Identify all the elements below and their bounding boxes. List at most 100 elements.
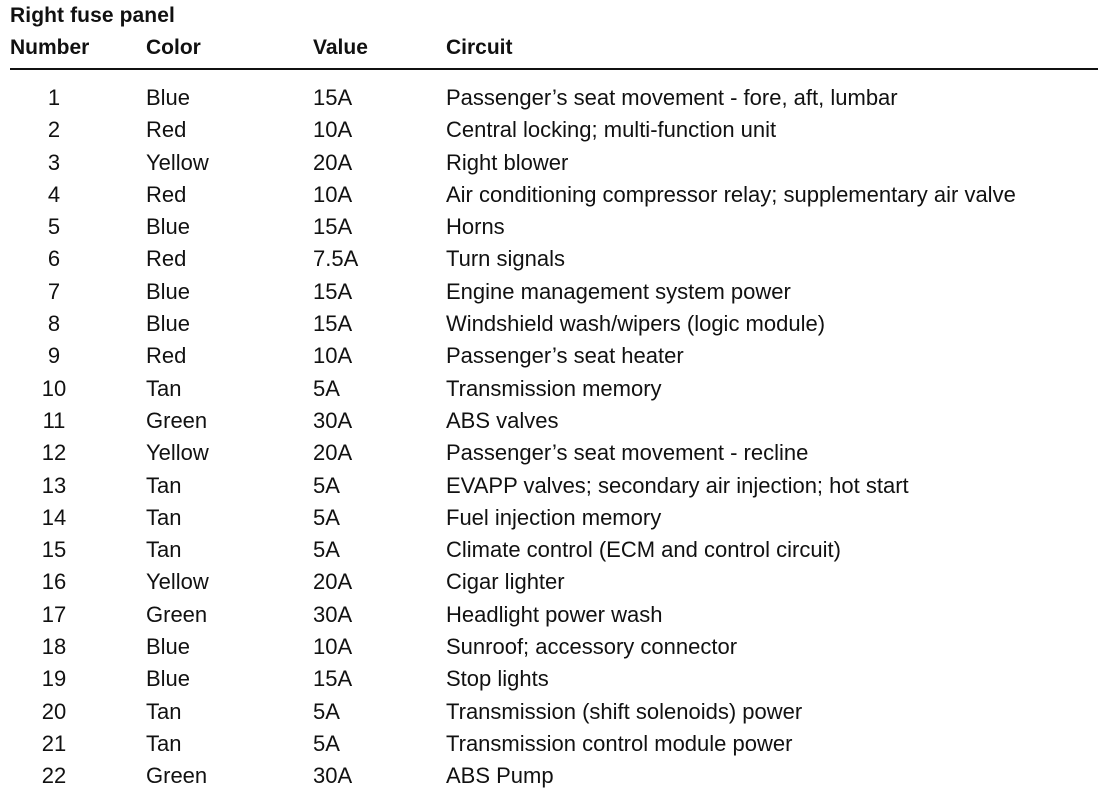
table-row: 16 Yellow 20A Cigar lighter (0, 566, 1110, 598)
page-title: Right fuse panel (10, 4, 175, 27)
column-header-value: Value (313, 36, 368, 59)
fuse-number-cell: 13 (41, 472, 67, 498)
table-row: 9 Red 10A Passenger’s seat heater (0, 340, 1110, 372)
fuse-circuit-cell: Central locking; multi-function unit (446, 117, 777, 143)
fuse-color-cell: Blue (146, 278, 191, 304)
table-row: 4 Red 10A Air conditioning compressor relay… (0, 179, 1110, 211)
fuse-circuit-cell: Transmission (shift solenoids) power (446, 698, 803, 724)
fuse-number-cell: 18 (41, 634, 67, 660)
fuse-value-cell: 15A (313, 214, 353, 240)
fuse-value-cell: 30A (313, 407, 353, 433)
table-row: 21 Tan 5A Transmission control module power (0, 728, 1110, 760)
fuse-value-cell: 5A (313, 375, 340, 401)
fuse-circuit-cell: Headlight power wash (446, 601, 663, 627)
fuse-number-cell: 5 (47, 214, 61, 240)
fuse-circuit-cell: Passenger’s seat heater (446, 343, 684, 369)
fuse-color-cell: Tan (146, 698, 182, 724)
fuse-color-cell: Tan (146, 504, 182, 530)
fuse-color-cell: Tan (146, 537, 182, 563)
fuse-value-cell: 15A (313, 311, 353, 337)
fuse-number-cell: 4 (47, 181, 61, 207)
fuse-color-cell: Red (146, 246, 187, 272)
fuse-value-cell: 5A (313, 730, 340, 756)
fuse-value-cell: 10A (313, 117, 353, 143)
table-row: 5 Blue 15A Horns (0, 211, 1110, 243)
fuse-number-cell: 7 (47, 278, 61, 304)
fuse-color-cell: Red (146, 117, 187, 143)
fuse-number-cell: 12 (41, 440, 67, 466)
fuse-circuit-cell: Turn signals (446, 246, 566, 272)
fuse-circuit-cell: ABS valves (446, 407, 559, 433)
fuse-value-cell: 10A (313, 181, 353, 207)
fuse-circuit-cell: ABS Pump (446, 763, 554, 789)
fuse-color-cell: Yellow (146, 149, 209, 175)
fuse-value-cell: 5A (313, 504, 340, 530)
table-row: 15 Tan 5A Climate control (ECM and control … (0, 534, 1110, 566)
table-row: 20 Tan 5A Transmission (shift solenoids) po… (0, 696, 1110, 728)
table-row: 22 Green 30A ABS Pump (0, 760, 1110, 792)
table-row: 10 Tan 5A Transmission memory (0, 373, 1110, 405)
fuse-number-cell: 20 (41, 698, 67, 724)
column-header-color: Color (146, 36, 201, 59)
fuse-number-cell: 22 (41, 763, 67, 789)
fuse-value-cell: 20A (313, 149, 353, 175)
fuse-number-cell: 2 (47, 117, 61, 143)
table-row: 1 Blue 15A Passenger’s seat movement - fore… (0, 82, 1110, 114)
fuse-color-cell: Red (146, 181, 187, 207)
fuse-color-cell: Blue (146, 214, 191, 240)
table-row: 3 Yellow 20A Right blower (0, 147, 1110, 179)
fuse-circuit-cell: EVAPP valves; secondary air injection; h… (446, 472, 909, 498)
table-row: 19 Blue 15A Stop lights (0, 663, 1110, 695)
fuse-color-cell: Green (146, 601, 208, 627)
header-divider (10, 68, 1098, 70)
table-row: 13 Tan 5A EVAPP valves; secondary air injec… (0, 470, 1110, 502)
fuse-value-cell: 5A (313, 537, 340, 563)
table-row: 8 Blue 15A Windshield wash/wipers (logic mo… (0, 308, 1110, 340)
table-row: 7 Blue 15A Engine management system power (0, 276, 1110, 308)
fuse-number-cell: 21 (41, 730, 67, 756)
column-header-circuit: Circuit (446, 36, 513, 59)
fuse-circuit-cell: Sunroof; accessory connector (446, 634, 738, 660)
fuse-color-cell: Tan (146, 375, 182, 401)
fuse-circuit-cell: Cigar lighter (446, 569, 565, 595)
fuse-circuit-cell: Transmission control module power (446, 730, 793, 756)
table-row: 2 Red 10A Central locking; multi-function u… (0, 114, 1110, 146)
fuse-color-cell: Red (146, 343, 187, 369)
fuse-number-cell: 8 (47, 311, 61, 337)
fuse-circuit-cell: Passenger’s seat movement - fore, aft, l… (446, 85, 898, 110)
fuse-color-cell: Blue (146, 666, 191, 692)
fuse-circuit-cell: Fuel injection memory (446, 504, 662, 530)
fuse-color-cell: Blue (146, 634, 191, 660)
fuse-color-cell: Green (146, 763, 208, 789)
fuse-circuit-cell: Climate control (ECM and control circuit… (446, 537, 841, 563)
fuse-number-cell: 16 (41, 569, 67, 595)
fuse-number-cell: 19 (41, 666, 67, 692)
fuse-circuit-cell: Windshield wash/wipers (logic module) (446, 311, 826, 337)
fuse-number-cell: 1 (47, 85, 61, 110)
fuse-color-cell: Blue (146, 85, 191, 110)
fuse-value-cell: 7.5A (313, 246, 359, 272)
fuse-value-cell: 10A (313, 343, 353, 369)
fuse-number-cell: 17 (41, 601, 67, 627)
fuse-value-cell: 5A (313, 472, 340, 498)
fuse-circuit-cell: Passenger’s seat movement - recline (446, 440, 809, 466)
table-row: 6 Red 7.5A Turn signals (0, 243, 1110, 275)
fuse-value-cell: 5A (313, 698, 340, 724)
fuse-color-cell: Blue (146, 311, 191, 337)
column-header-number: Number (10, 36, 90, 59)
fuse-color-cell: Yellow (146, 569, 209, 595)
fuse-value-cell: 15A (313, 666, 353, 692)
table-header: Number Color Value Circuit (0, 36, 1100, 68)
fuse-color-cell: Tan (146, 472, 182, 498)
fuse-value-cell: 20A (313, 569, 353, 595)
fuse-number-cell: 6 (47, 246, 61, 272)
fuse-number-cell: 14 (41, 504, 67, 530)
table-row: 11 Green 30A ABS valves (0, 405, 1110, 437)
fuse-color-cell: Yellow (146, 440, 209, 466)
fuse-value-cell: 10A (313, 634, 353, 660)
fuse-circuit-cell: Horns (446, 214, 505, 240)
table-row: 14 Tan 5A Fuel injection memory (0, 502, 1110, 534)
fuse-value-cell: 30A (313, 763, 353, 789)
fuse-circuit-cell: Stop lights (446, 666, 549, 692)
